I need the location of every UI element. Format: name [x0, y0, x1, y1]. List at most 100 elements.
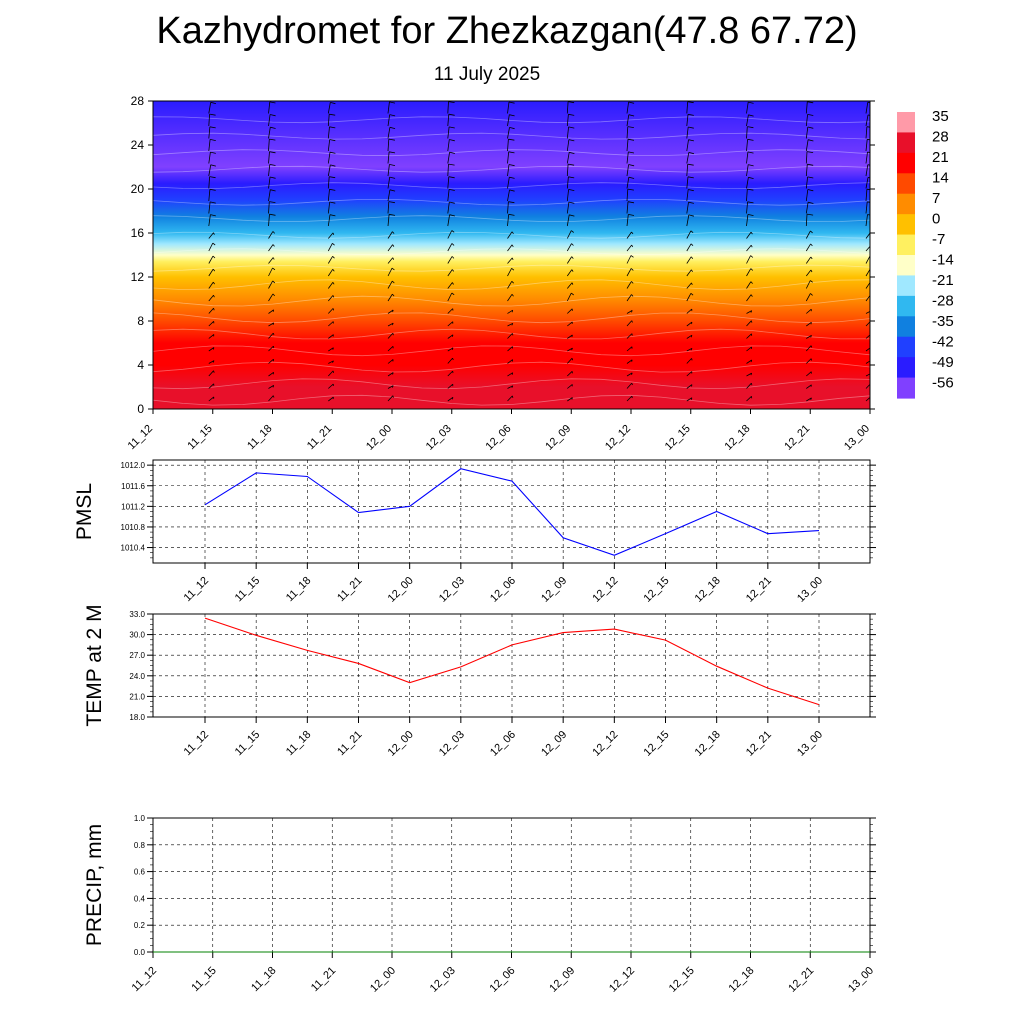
wind-barb	[566, 243, 572, 252]
wind-barb	[328, 308, 334, 314]
wind-barb-flag	[631, 294, 634, 297]
wind-barb-flag	[389, 189, 396, 192]
wind-barb	[865, 383, 870, 389]
wind-barb	[626, 164, 629, 177]
wind-barb	[208, 139, 211, 152]
contour-line	[153, 312, 870, 324]
wind-barb	[686, 176, 689, 189]
x-tick-label: 12_00	[386, 575, 416, 605]
wind-barb	[268, 176, 271, 189]
wind-barb	[507, 346, 513, 352]
wind-barb	[387, 201, 390, 214]
wind-barb	[327, 189, 330, 202]
wind-barb	[268, 189, 271, 202]
y-axis-title: PRECIP, mm	[83, 824, 106, 946]
wind-barb	[208, 281, 214, 289]
wind-barb	[626, 177, 630, 189]
wind-barb	[208, 383, 214, 389]
wind-barb-flag	[270, 114, 276, 117]
x-tick-label: 13_00	[795, 729, 825, 759]
colorbar-label: 7	[932, 190, 940, 207]
wind-barb	[865, 139, 868, 152]
pmsl-panel: 1010.4 1010.8 1011.2 1011.6 1012.0 11_12 11_15…	[73, 459, 876, 605]
contour-line	[153, 295, 870, 307]
wind-barb-flag	[509, 127, 515, 130]
wind-barb-flag	[389, 176, 396, 179]
wind-barb	[268, 395, 274, 402]
wind-barb	[208, 370, 214, 377]
wind-barb	[865, 189, 868, 202]
wind-barb	[268, 114, 271, 127]
wind-barb-flag	[269, 213, 276, 216]
wind-barb-flag	[871, 245, 872, 247]
wind-barb-flag	[210, 201, 216, 204]
wind-barb	[567, 371, 573, 377]
wind-barb	[865, 201, 868, 214]
contour-line	[153, 264, 870, 272]
wind-barb-flag	[627, 201, 635, 204]
wind-barb	[327, 295, 334, 302]
wind-barb-flag	[389, 213, 396, 216]
wind-barb-flag	[451, 243, 455, 246]
wind-barb	[387, 346, 394, 352]
wind-barb-flag	[807, 163, 814, 166]
series-line	[204, 617, 820, 706]
wind-barb	[686, 384, 693, 389]
wind-barb-flag	[392, 293, 395, 297]
x-tick-label: 11_15	[233, 729, 263, 759]
wind-barb	[327, 126, 330, 139]
wind-barb	[447, 139, 450, 152]
wind-barb	[328, 360, 334, 364]
colorbar-swatch	[897, 377, 915, 399]
wind-barb-flag	[867, 201, 870, 203]
y-tick-label: 27.0	[129, 651, 145, 660]
wind-barb	[806, 358, 812, 364]
wind-barb-flag	[807, 176, 814, 179]
wind-barb-flag	[747, 151, 754, 154]
wind-barb	[387, 214, 390, 227]
wind-barb	[507, 244, 513, 252]
wind-barb	[447, 396, 454, 402]
colorbar-swatch	[897, 316, 915, 338]
wind-barb-flag	[210, 139, 216, 141]
wind-barb	[805, 243, 811, 252]
wind-barb-flag	[389, 114, 396, 117]
wind-barb-flag	[688, 189, 694, 192]
wind-barb	[686, 189, 689, 202]
wind-barb	[566, 282, 573, 289]
wind-barb	[507, 127, 510, 139]
wind-barb	[626, 151, 629, 164]
wind-barb	[686, 202, 689, 214]
colorbar-label: -21	[932, 272, 954, 289]
wind-barb-flag	[690, 243, 694, 246]
wind-barb	[268, 345, 274, 352]
x-tick-label: 12_09	[539, 575, 569, 605]
wind-barb-flag	[810, 269, 813, 273]
wind-barb	[626, 268, 632, 277]
heatmap-x-tick-label: 13_00	[842, 423, 872, 453]
wind-barb	[208, 268, 214, 277]
wind-barb	[805, 151, 808, 164]
wind-barb	[746, 396, 752, 402]
wind-barb-flag	[329, 176, 336, 179]
wind-barb	[746, 177, 749, 189]
wind-barb	[447, 214, 450, 227]
wind-barb	[686, 114, 689, 127]
wind-barb	[268, 257, 274, 264]
wind-barb-flag	[509, 114, 515, 117]
wind-barb	[507, 294, 513, 302]
wind-barb	[746, 359, 752, 364]
wind-barb-flag	[627, 188, 634, 191]
wind-barb	[746, 214, 749, 227]
wind-barb-flag	[871, 383, 872, 385]
wind-barb	[746, 268, 752, 277]
wind-barb	[208, 164, 212, 177]
x-tick-label: 12_18	[693, 729, 723, 759]
heatmap-y-tick-label: 16	[131, 226, 145, 240]
heatmap-x-tick-label: 11_18	[245, 423, 275, 453]
wind-barb	[626, 101, 629, 114]
wind-barb	[387, 189, 391, 202]
wind-barb	[447, 334, 454, 339]
wind-barb-flag	[389, 164, 396, 166]
colorbar-swatch	[897, 295, 915, 317]
